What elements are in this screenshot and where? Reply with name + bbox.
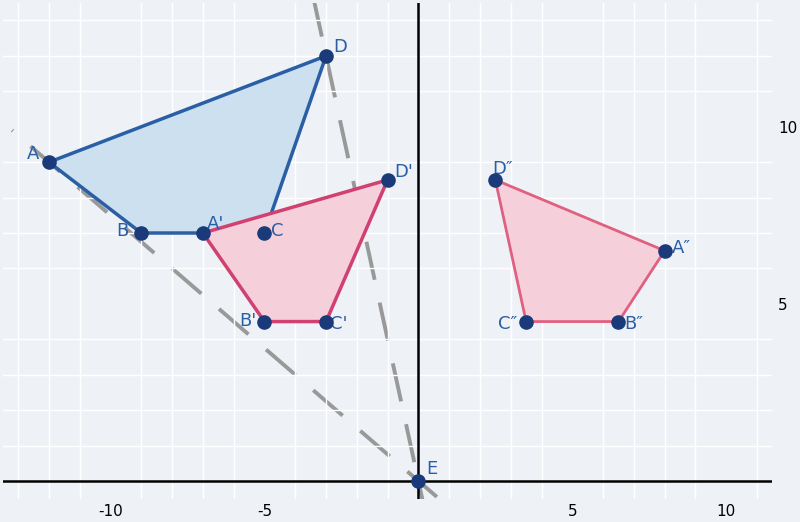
Point [412, 477, 425, 485]
Point [612, 317, 625, 326]
Text: D: D [333, 38, 347, 56]
Point [135, 229, 148, 237]
Polygon shape [49, 56, 326, 233]
Point [658, 246, 671, 255]
Text: C″: C″ [498, 315, 518, 333]
Text: B: B [116, 222, 129, 240]
Point [520, 317, 533, 326]
Text: C': C' [330, 315, 348, 333]
Point [489, 176, 502, 184]
Text: A: A [26, 146, 39, 163]
Point [258, 229, 271, 237]
Text: D″: D″ [493, 160, 513, 179]
Text: B': B' [239, 312, 257, 330]
Text: E: E [426, 460, 438, 478]
Point [320, 317, 333, 326]
Point [381, 176, 394, 184]
Point [42, 158, 55, 167]
Polygon shape [203, 180, 387, 322]
Point [258, 317, 271, 326]
Point [320, 52, 333, 60]
Text: B″: B″ [624, 315, 643, 333]
Text: D': D' [394, 163, 414, 181]
Text: C: C [271, 222, 284, 240]
Text: A': A' [207, 215, 225, 233]
Point [197, 229, 210, 237]
Polygon shape [495, 180, 665, 322]
Text: A″: A″ [672, 240, 690, 257]
